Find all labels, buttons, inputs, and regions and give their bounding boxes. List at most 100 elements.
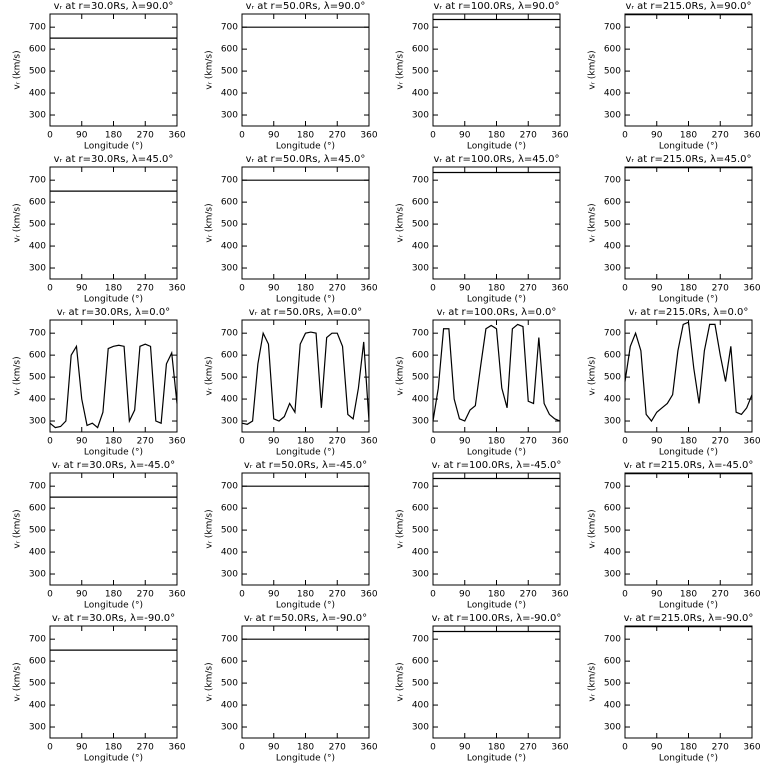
y-tick-label: 500 — [221, 526, 238, 536]
y-axis-label: vᵣ (km/s) — [588, 50, 598, 89]
x-tick-label: 90 — [268, 437, 280, 447]
y-tick-label: 600 — [29, 198, 46, 208]
x-tick-label: 360 — [168, 590, 185, 600]
data-line — [624, 321, 753, 423]
y-tick-label: 500 — [412, 373, 429, 383]
data-line — [241, 331, 370, 425]
x-tick-label: 90 — [651, 743, 663, 753]
y-tick-label: 700 — [604, 176, 621, 186]
y-axis-label: vᵣ (km/s) — [588, 509, 598, 548]
x-tick-label: 0 — [622, 437, 628, 447]
y-tick-label: 300 — [29, 264, 46, 274]
x-tick-label: 270 — [520, 437, 537, 447]
chart-title: vᵣ at r=30.0Rs, λ=-45.0° — [52, 460, 175, 471]
y-tick-label: 300 — [604, 417, 621, 427]
y-axis-label: vᵣ (km/s) — [396, 662, 406, 701]
x-tick-label: 180 — [488, 590, 505, 600]
x-tick-label: 180 — [105, 284, 122, 294]
x-tick-label: 180 — [680, 131, 697, 141]
y-axis-label: vᵣ (km/s) — [205, 509, 215, 548]
x-tick-label: 180 — [297, 590, 314, 600]
y-axis-label: vᵣ (km/s) — [205, 203, 215, 242]
x-tick-label: 360 — [743, 284, 760, 294]
y-tick-label: 500 — [412, 526, 429, 536]
plot-frame — [49, 166, 178, 280]
y-tick-label: 600 — [604, 351, 621, 361]
x-tick-label: 360 — [551, 590, 568, 600]
x-tick-label: 90 — [459, 590, 471, 600]
x-tick-label: 360 — [551, 437, 568, 447]
y-tick-label: 500 — [604, 373, 621, 383]
x-tick-label: 360 — [360, 743, 377, 753]
x-tick-label: 180 — [105, 590, 122, 600]
y-tick-label: 500 — [221, 679, 238, 689]
chart-title: vᵣ at r=215.0Rs, λ=-90.0° — [624, 613, 754, 624]
y-tick-label: 300 — [604, 111, 621, 121]
y-tick-label: 300 — [604, 723, 621, 733]
x-tick-label: 90 — [459, 743, 471, 753]
y-tick-label: 300 — [29, 723, 46, 733]
x-tick-label: 270 — [137, 131, 154, 141]
y-tick-label: 400 — [604, 548, 621, 558]
x-tick-label: 180 — [297, 284, 314, 294]
y-tick-label: 300 — [221, 723, 238, 733]
y-tick-label: 300 — [412, 570, 429, 580]
chart-title: vᵣ at r=100.0Rs, λ=-45.0° — [432, 460, 562, 471]
y-tick-label: 400 — [604, 242, 621, 252]
y-tick-label: 400 — [604, 89, 621, 99]
y-tick-label: 600 — [29, 657, 46, 667]
y-tick-label: 400 — [221, 242, 238, 252]
y-tick-label: 300 — [412, 417, 429, 427]
y-tick-label: 300 — [29, 417, 46, 427]
x-tick-label: 0 — [47, 743, 53, 753]
y-tick-label: 600 — [221, 351, 238, 361]
chart-title: vᵣ at r=215.0Rs, λ=0.0° — [629, 307, 749, 318]
chart-title: vᵣ at r=50.0Rs, λ=45.0° — [246, 154, 366, 165]
x-tick-label: 270 — [137, 284, 154, 294]
plot-frame — [241, 13, 370, 127]
x-tick-label: 360 — [551, 743, 568, 753]
x-tick-label: 90 — [268, 743, 280, 753]
x-tick-label: 0 — [430, 590, 436, 600]
x-axis-label: Longitude (°) — [467, 295, 526, 305]
y-tick-label: 300 — [29, 570, 46, 580]
plot-frame — [241, 472, 370, 586]
x-axis-label: Longitude (°) — [84, 448, 143, 458]
x-tick-label: 360 — [743, 743, 760, 753]
y-tick-label: 300 — [221, 417, 238, 427]
x-tick-label: 180 — [488, 131, 505, 141]
x-tick-label: 90 — [459, 284, 471, 294]
x-axis-label: Longitude (°) — [84, 295, 143, 305]
x-tick-label: 90 — [76, 131, 88, 141]
y-tick-label: 500 — [412, 679, 429, 689]
x-tick-label: 270 — [520, 590, 537, 600]
y-axis-label: vᵣ (km/s) — [13, 50, 23, 89]
chart-title: vᵣ at r=50.0Rs, λ=-45.0° — [244, 460, 367, 471]
x-tick-label: 90 — [268, 131, 280, 141]
x-tick-label: 360 — [168, 437, 185, 447]
y-axis-label: vᵣ (km/s) — [396, 203, 406, 242]
chart-title: vᵣ at r=215.0Rs, λ=45.0° — [625, 154, 751, 165]
y-tick-label: 600 — [221, 198, 238, 208]
y-tick-label: 500 — [221, 220, 238, 230]
y-tick-label: 700 — [29, 23, 46, 33]
plot-frame — [432, 166, 561, 280]
x-tick-label: 90 — [268, 590, 280, 600]
chart-title: vᵣ at r=50.0Rs, λ=-90.0° — [244, 613, 367, 624]
y-tick-label: 600 — [29, 504, 46, 514]
x-tick-label: 360 — [168, 284, 185, 294]
plot-frame — [241, 319, 370, 433]
y-tick-label: 500 — [221, 373, 238, 383]
chart-title: vᵣ at r=50.0Rs, λ=0.0° — [249, 307, 362, 318]
y-tick-label: 700 — [221, 176, 238, 186]
x-tick-label: 270 — [520, 284, 537, 294]
y-tick-label: 600 — [604, 657, 621, 667]
x-axis-label: Longitude (°) — [467, 754, 526, 764]
y-tick-label: 400 — [221, 395, 238, 405]
y-tick-label: 400 — [29, 548, 46, 558]
y-tick-label: 500 — [29, 526, 46, 536]
plot-frame — [432, 319, 561, 433]
x-tick-label: 90 — [459, 437, 471, 447]
x-tick-label: 180 — [488, 284, 505, 294]
